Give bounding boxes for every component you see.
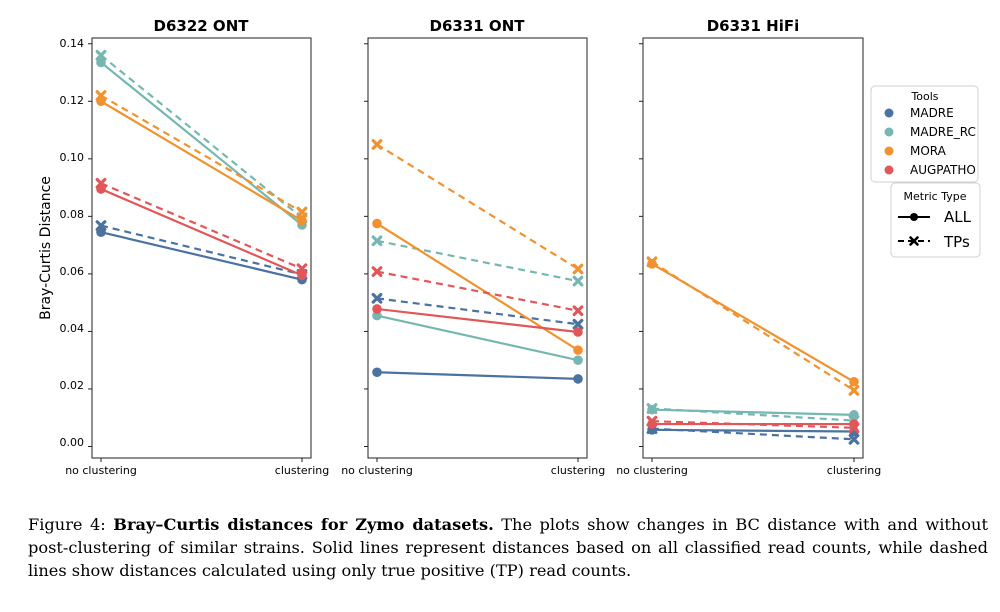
point-mora-all xyxy=(849,376,859,387)
caption-bold-title: Bray–Curtis distances for Zymo datasets. xyxy=(113,515,494,534)
panel-frame-d6322-ont xyxy=(91,37,312,459)
series-line-madre-rc-all xyxy=(100,61,303,226)
y-tick-label: 0.14 xyxy=(60,37,85,50)
point-augpatho-tps xyxy=(371,266,383,277)
legend-label-mora: MORA xyxy=(910,144,947,158)
x-tick-label-no-clustering: no clustering xyxy=(65,464,137,477)
series-line-madre-tps xyxy=(100,224,303,276)
legend-label-madre-rc: MADRE_RC xyxy=(910,125,976,139)
point-madre-rc-tps xyxy=(646,403,658,414)
legend-marker-madre xyxy=(884,108,894,118)
x-tick-label-clustering: clustering xyxy=(275,464,329,477)
point-madre-rc-tps xyxy=(95,49,107,61)
series-line-madre-rc-tps xyxy=(651,407,855,422)
series-line-mora-tps xyxy=(651,260,855,392)
panel-frame-d6331-ont xyxy=(367,37,588,459)
panel-title-d6322-ont: D6322 ONT xyxy=(154,17,250,35)
point-madre-rc-all xyxy=(573,355,583,365)
x-tick-labels: no clustering clustering no clustering c… xyxy=(65,464,881,477)
point-mora-tps xyxy=(296,206,308,218)
series-line-augpatho-tps xyxy=(651,420,855,429)
panel-title-d6331-hifi: D6331 HiFi xyxy=(707,17,800,35)
series-line-madre-all xyxy=(100,231,303,281)
series-line-madre-tps xyxy=(651,427,855,441)
legend-marker-tps xyxy=(909,236,919,246)
legend-label-madre: MADRE xyxy=(910,106,954,120)
legend-tools-box xyxy=(870,85,979,183)
figure-caption: Figure 4: Bray–Curtis distances for Zymo… xyxy=(28,513,988,582)
y-tick-label: 0.02 xyxy=(60,379,85,392)
point-madre-tps xyxy=(848,433,860,445)
point-mora-tps xyxy=(646,256,658,268)
point-augpatho-all xyxy=(573,327,583,337)
y-tick-label: 0.12 xyxy=(60,94,85,107)
series-line-augpatho-tps xyxy=(376,270,579,312)
legend-tools: Tools MADRE MADRE_RC MORA AUGPATHO xyxy=(870,85,979,183)
series-line-mora-tps xyxy=(100,94,303,213)
point-augpatho-tps xyxy=(848,422,860,434)
series-line-mora-tps xyxy=(376,143,579,270)
caption-text: The plots show changes in BC distance wi… xyxy=(28,515,988,580)
series-line-augpatho-tps xyxy=(100,182,303,270)
point-augpatho-tps xyxy=(296,263,308,275)
point-mora-all xyxy=(372,218,382,229)
legend-marker-augpatho xyxy=(884,165,894,175)
point-madre-rc-all xyxy=(372,310,382,321)
legend-label-all: ALL xyxy=(944,208,972,226)
x-tick-label-clustering: clustering xyxy=(827,464,881,477)
point-madre-all xyxy=(573,374,583,384)
point-madre-rc-all xyxy=(96,57,106,68)
legend-metric-type: Metric Type ALL TPs xyxy=(890,182,981,258)
point-augpatho-tps xyxy=(646,415,658,427)
caption-label: Figure 4: xyxy=(28,515,106,534)
point-mora-tps xyxy=(848,384,860,396)
y-tick-label: 0.10 xyxy=(60,151,85,164)
point-mora-tps xyxy=(572,263,584,275)
data-marks xyxy=(95,49,860,445)
series-line-mora-all xyxy=(100,100,303,222)
bray-curtis-figure: Bray-Curtis Distance D6322 ONT D6331 ONT… xyxy=(38,17,981,477)
series-line-augpatho-all xyxy=(376,307,579,334)
point-augpatho-all xyxy=(372,304,382,314)
legend-tools-title: Tools xyxy=(910,90,938,103)
tick-marks xyxy=(88,43,855,462)
y-tick-labels: 0.00 0.02 0.04 0.06 0.08 0.10 0.12 0.14 xyxy=(60,37,85,449)
point-augpatho-tps xyxy=(572,305,584,317)
series-line-madre-all xyxy=(651,428,855,433)
panel-title-d6331-ont: D6331 ONT xyxy=(430,17,526,35)
series-line-madre-rc-all xyxy=(651,408,855,416)
point-madre-rc-tps xyxy=(371,235,383,247)
legend-label-augpatho: AUGPATHO xyxy=(910,163,976,177)
legend-marker-madre-rc xyxy=(884,127,894,137)
y-tick-label: 0.00 xyxy=(60,436,85,449)
series-line-madre-all xyxy=(376,371,579,380)
series-line-mora-all xyxy=(376,222,579,352)
point-mora-tps xyxy=(95,90,107,101)
legend-label-tps: TPs xyxy=(943,233,970,251)
legend-marker-all xyxy=(910,213,918,221)
legend-metric-title: Metric Type xyxy=(904,190,967,203)
point-madre-tps xyxy=(371,292,383,304)
point-mora-tps xyxy=(371,139,383,150)
series-line-augpatho-all xyxy=(100,188,303,277)
point-mora-all xyxy=(297,215,307,226)
legend-marker-mora xyxy=(884,146,894,156)
series-line-madre-tps xyxy=(376,297,579,326)
point-madre-rc-tps xyxy=(572,275,584,287)
x-tick-label-clustering: clustering xyxy=(551,464,605,477)
y-tick-label: 0.08 xyxy=(60,208,85,221)
y-axis-label: Bray-Curtis Distance xyxy=(38,176,54,320)
y-tick-label: 0.06 xyxy=(60,265,85,278)
point-mora-all xyxy=(573,345,583,355)
series-line-madre-rc-all xyxy=(376,314,579,362)
point-madre-all xyxy=(372,367,382,378)
point-madre-tps xyxy=(95,220,107,231)
x-tick-label-no-clustering: no clustering xyxy=(341,464,413,477)
series-line-madre-rc-tps xyxy=(376,239,579,283)
point-augpatho-tps xyxy=(95,177,107,189)
x-tick-label-no-clustering: no clustering xyxy=(616,464,688,477)
panel-frame-d6331-hifi xyxy=(642,37,864,459)
y-tick-label: 0.04 xyxy=(60,322,85,335)
point-madre-tps xyxy=(572,318,584,330)
